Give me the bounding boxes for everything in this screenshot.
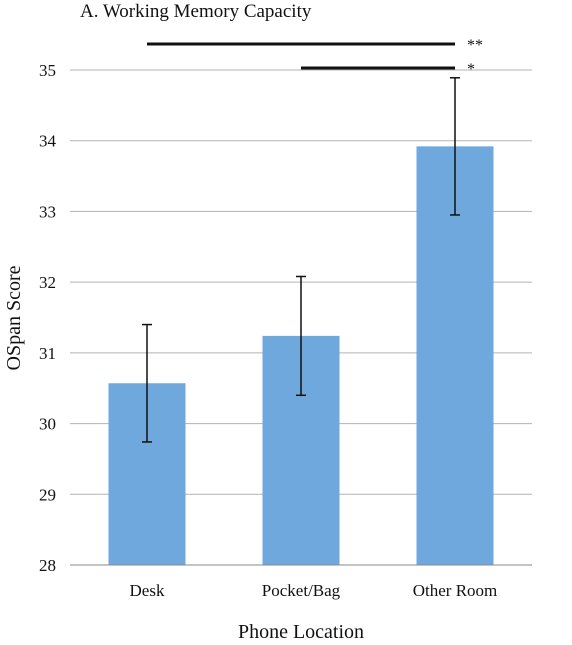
significance-brackets: *** xyxy=(147,37,483,78)
y-tick-label: 31 xyxy=(39,344,56,363)
significance-label: ** xyxy=(467,37,483,54)
x-category-labels: Desk Pocket/Bag Other Room xyxy=(130,581,498,600)
chart-title: A. Working Memory Capacity xyxy=(80,1,312,22)
y-axis-title: OSpan Score xyxy=(3,265,25,370)
y-tick-label: 29 xyxy=(39,485,56,504)
x-category-label: Pocket/Bag xyxy=(262,581,341,600)
y-tick-label: 28 xyxy=(39,556,56,575)
x-category-label: Other Room xyxy=(413,581,498,600)
y-tick-label: 35 xyxy=(39,61,56,80)
bar xyxy=(416,146,494,565)
y-tick-label: 30 xyxy=(39,415,56,434)
x-category-label: Desk xyxy=(130,581,165,600)
error-bars xyxy=(142,77,460,443)
y-tick-label: 33 xyxy=(39,202,56,221)
y-tick-labels: 28 29 30 31 32 33 34 35 xyxy=(39,61,57,575)
x-axis-title: Phone Location xyxy=(238,621,364,643)
y-tick-label: 32 xyxy=(39,273,56,292)
y-tick-label: 34 xyxy=(39,132,57,151)
significance-label: * xyxy=(467,61,475,78)
